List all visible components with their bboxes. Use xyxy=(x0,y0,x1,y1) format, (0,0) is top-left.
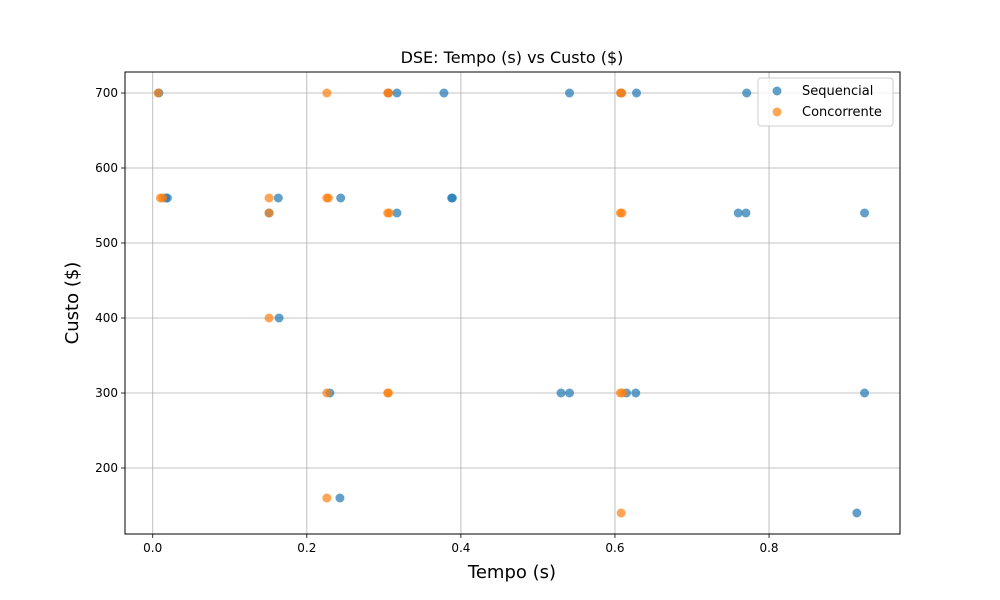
point-sequencial xyxy=(392,208,402,218)
legend-box xyxy=(757,77,894,127)
x-tick-label: 0.0 xyxy=(143,541,162,555)
point-concorrente xyxy=(384,208,394,218)
y-tick-label: 400 xyxy=(95,311,118,325)
point-sequencial xyxy=(274,313,284,323)
point-sequencial xyxy=(335,493,345,503)
point-sequencial xyxy=(273,193,283,203)
plot-frame xyxy=(124,71,901,535)
point-sequencial xyxy=(392,88,402,98)
legend-label-sequencial: Sequencial xyxy=(802,84,873,99)
point-concorrente xyxy=(383,388,393,398)
point-sequencial xyxy=(565,388,575,398)
y-tick-label: 200 xyxy=(95,461,118,475)
y-tick-label: 700 xyxy=(95,86,118,100)
point-sequencial xyxy=(733,208,743,218)
point-concorrente xyxy=(264,208,274,218)
point-sequencial xyxy=(447,193,457,203)
point-sequencial xyxy=(439,88,449,98)
point-sequencial xyxy=(632,88,642,98)
point-concorrente xyxy=(322,388,332,398)
point-concorrente xyxy=(153,88,163,98)
chart-title: DSE: Tempo (s) vs Custo ($) xyxy=(401,48,624,67)
point-sequencial xyxy=(860,208,870,218)
point-concorrente xyxy=(322,88,332,98)
point-concorrente xyxy=(323,193,333,203)
y-axis-label: Custo ($) xyxy=(62,262,83,345)
point-sequencial xyxy=(631,388,641,398)
x-tick-label: 0.4 xyxy=(451,541,470,555)
legend-marker-concorrente xyxy=(772,107,782,117)
y-tick-label: 600 xyxy=(95,161,118,175)
ticks: 0.0 0.2 0.4 0.6 0.8 200 300 400 500 600 700 xyxy=(95,86,778,555)
point-concorrente xyxy=(158,193,168,203)
point-sequencial xyxy=(860,388,870,398)
legend-marker-sequencial xyxy=(772,86,782,96)
point-concorrente xyxy=(264,313,274,323)
legend-label-concorrente: Concorrente xyxy=(802,105,882,120)
point-concorrente xyxy=(617,208,627,218)
point-sequencial xyxy=(565,88,575,98)
point-concorrente xyxy=(264,193,274,203)
point-concorrente xyxy=(616,508,626,518)
y-tick-label: 300 xyxy=(95,386,118,400)
data-points xyxy=(153,88,870,518)
legend: Sequencial Concorrente xyxy=(757,77,894,127)
x-tick-label: 0.8 xyxy=(759,541,778,555)
point-sequencial xyxy=(741,208,751,218)
x-tick-label: 0.2 xyxy=(297,541,316,555)
point-concorrente xyxy=(618,388,628,398)
point-concorrente xyxy=(383,88,393,98)
x-tick-label: 0.6 xyxy=(605,541,624,555)
y-tick-label: 500 xyxy=(95,236,118,250)
point-concorrente xyxy=(322,493,332,503)
point-sequencial xyxy=(852,508,862,518)
point-concorrente xyxy=(617,88,627,98)
point-sequencial xyxy=(742,88,752,98)
point-sequencial xyxy=(556,388,566,398)
point-sequencial xyxy=(336,193,346,203)
x-axis-label: Tempo (s) xyxy=(467,562,556,583)
